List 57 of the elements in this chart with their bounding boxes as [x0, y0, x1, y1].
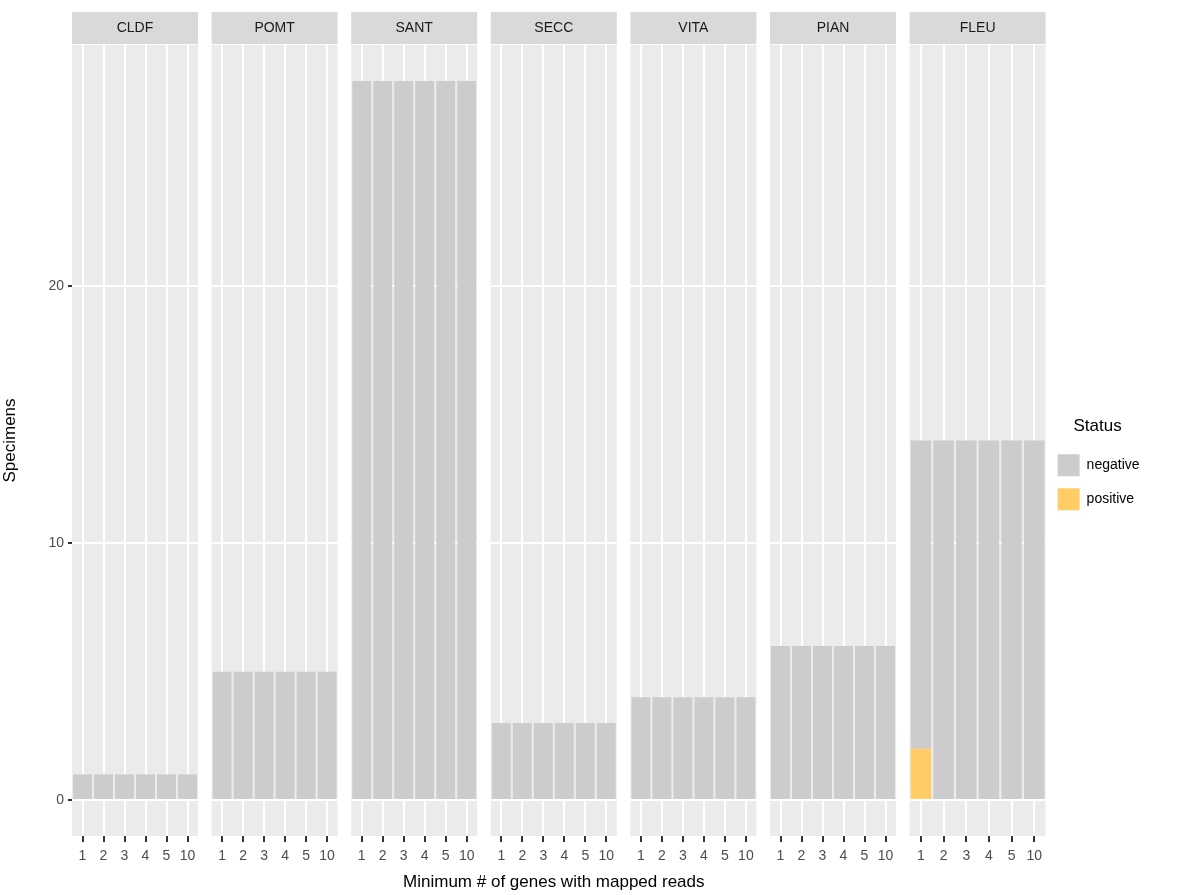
x-tick-label: 10: [598, 847, 615, 864]
x-tick-label: 10: [179, 847, 196, 864]
x-tick-label: 10: [458, 847, 475, 864]
x-tick-label: 3: [260, 847, 269, 864]
chart-title: POMT: [254, 19, 296, 36]
legend-label: negative: [1086, 456, 1140, 473]
x-tick-label: 5: [721, 847, 729, 864]
x-tick-label: 1: [917, 847, 926, 864]
chart-title: PIAN: [816, 19, 850, 36]
x-tick-label: 2: [99, 847, 108, 864]
chart-title: SANT: [395, 19, 434, 36]
x-tick-label: 4: [985, 847, 994, 864]
y-tick-label: 10: [48, 534, 65, 551]
x-tick-label: 5: [162, 847, 171, 864]
x-tick-label: 1: [776, 847, 785, 864]
x-tick-label: 3: [818, 847, 827, 864]
y-axis-title: Specimens: [0, 398, 19, 483]
legend-label: positive: [1086, 490, 1135, 507]
x-tick-label: 3: [539, 847, 548, 864]
chart-title: SECC: [534, 19, 574, 36]
chart-title: FLEU: [959, 19, 996, 36]
x-tick-label: 3: [120, 847, 129, 864]
x-axis-title: Minimum # of genes with mapped reads: [403, 871, 705, 891]
x-tick-label: 2: [378, 847, 387, 864]
x-tick-label: 10: [738, 847, 754, 864]
x-tick-label: 2: [658, 847, 666, 864]
x-tick-label: 5: [860, 847, 869, 864]
x-tick-label: 4: [839, 847, 848, 864]
x-tick-label: 1: [497, 847, 506, 864]
x-tick-label: 1: [218, 847, 227, 864]
x-tick-label: 10: [319, 847, 336, 864]
x-tick-label: 1: [637, 847, 645, 864]
legend-title: Status: [1073, 415, 1122, 435]
x-tick-label: 2: [239, 847, 248, 864]
chart-title: VITA: [678, 19, 710, 36]
x-tick-label: 4: [700, 847, 708, 864]
x-tick-label: 2: [939, 847, 948, 864]
x-tick-label: 5: [581, 847, 590, 864]
x-tick-label: 5: [441, 847, 450, 864]
x-tick-label: 3: [962, 847, 971, 864]
chart-title: CLDF: [116, 19, 154, 36]
x-tick-label: 3: [679, 847, 687, 864]
x-tick-label: 5: [1007, 847, 1016, 864]
x-tick-label: 10: [877, 847, 894, 864]
x-tick-label: 3: [399, 847, 408, 864]
x-tick-label: 1: [357, 847, 366, 864]
x-tick-label: 10: [1026, 847, 1043, 864]
x-tick-label: 2: [797, 847, 806, 864]
x-tick-label: 2: [518, 847, 527, 864]
x-tick-label: 4: [281, 847, 290, 864]
x-tick-label: 4: [141, 847, 150, 864]
y-tick-label: 0: [56, 790, 65, 807]
x-tick-label: 1: [78, 847, 87, 864]
x-tick-label: 4: [560, 847, 569, 864]
y-tick-label: 20: [48, 277, 65, 294]
x-tick-label: 4: [420, 847, 429, 864]
x-tick-label: 5: [302, 847, 311, 864]
